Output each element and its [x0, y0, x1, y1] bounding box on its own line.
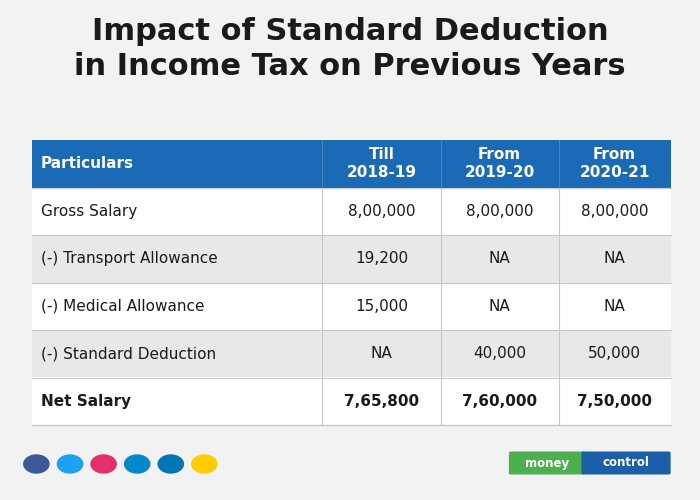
Text: (-) Standard Deduction: (-) Standard Deduction — [41, 346, 216, 361]
Text: NA: NA — [489, 298, 510, 314]
Text: From
2020-21: From 2020-21 — [580, 147, 650, 180]
Text: 19,200: 19,200 — [355, 251, 408, 266]
Circle shape — [57, 455, 83, 473]
Circle shape — [24, 455, 49, 473]
Text: Impact of Standard Deduction
in Income Tax on Previous Years: Impact of Standard Deduction in Income T… — [74, 18, 626, 81]
Text: 40,000: 40,000 — [473, 346, 526, 361]
Text: NA: NA — [489, 251, 510, 266]
Text: 15,000: 15,000 — [355, 298, 408, 314]
Text: control: control — [603, 456, 650, 469]
Circle shape — [158, 455, 183, 473]
Bar — [32, 140, 671, 188]
FancyBboxPatch shape — [509, 452, 586, 474]
Text: 7,60,000: 7,60,000 — [462, 394, 537, 408]
Text: Net Salary: Net Salary — [41, 394, 131, 408]
Bar — [32, 330, 671, 378]
Circle shape — [91, 455, 116, 473]
Text: Till
2018-19: Till 2018-19 — [346, 147, 416, 180]
Text: 7,50,000: 7,50,000 — [578, 394, 652, 408]
Text: NA: NA — [370, 346, 392, 361]
Circle shape — [192, 455, 217, 473]
Text: (-) Medical Allowance: (-) Medical Allowance — [41, 298, 204, 314]
Text: 50,000: 50,000 — [588, 346, 641, 361]
Text: Particulars: Particulars — [41, 156, 134, 171]
Text: From
2019-20: From 2019-20 — [465, 147, 535, 180]
Text: NA: NA — [604, 251, 626, 266]
Text: Gross Salary: Gross Salary — [41, 204, 136, 219]
Text: 7,65,800: 7,65,800 — [344, 394, 419, 408]
Text: money: money — [525, 456, 569, 469]
FancyBboxPatch shape — [581, 452, 671, 474]
Bar — [32, 235, 671, 282]
Text: 8,00,000: 8,00,000 — [348, 204, 415, 219]
Bar — [32, 378, 671, 425]
Text: (-) Transport Allowance: (-) Transport Allowance — [41, 251, 217, 266]
Circle shape — [125, 455, 150, 473]
Bar — [32, 282, 671, 330]
Text: 8,00,000: 8,00,000 — [466, 204, 533, 219]
Text: 8,00,000: 8,00,000 — [581, 204, 648, 219]
Bar — [32, 188, 671, 235]
Text: NA: NA — [604, 298, 626, 314]
